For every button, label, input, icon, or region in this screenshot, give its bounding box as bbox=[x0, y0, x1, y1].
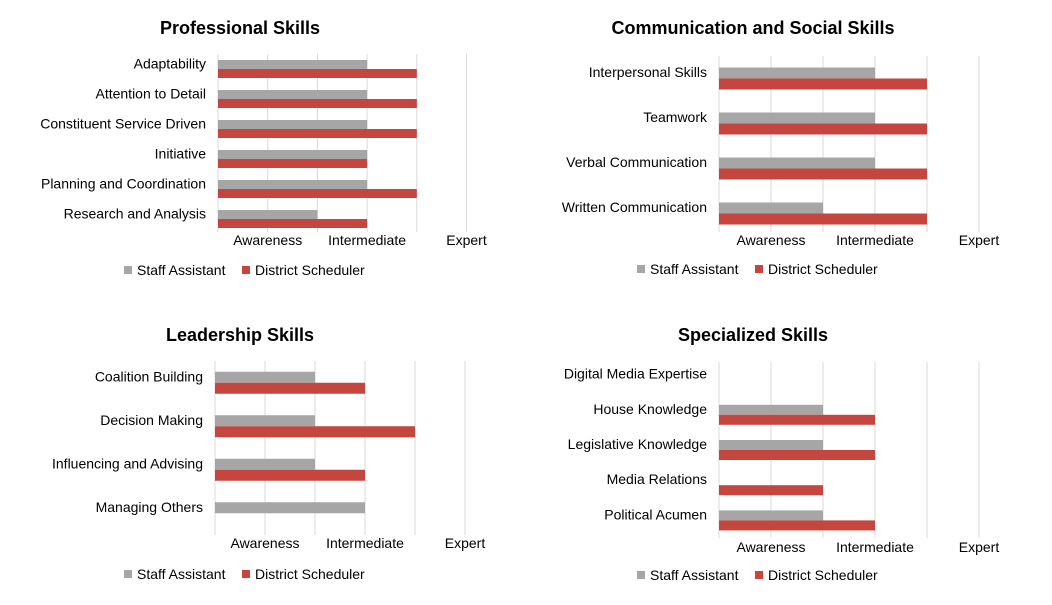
category-label: Decision Making bbox=[100, 412, 203, 428]
tick-label: Awareness bbox=[736, 232, 805, 248]
tick-label: Expert bbox=[446, 232, 487, 248]
bar-district-scheduler bbox=[719, 168, 927, 180]
tick-label: Intermediate bbox=[326, 535, 404, 551]
bar-staff-assistant bbox=[719, 67, 875, 79]
category-label: House Knowledge bbox=[593, 401, 707, 417]
tick-label: Intermediate bbox=[836, 539, 914, 555]
bar-staff-assistant bbox=[218, 150, 368, 159]
legend-item-staff-assistant: Staff Assistant bbox=[124, 262, 226, 278]
category-label: Coalition Building bbox=[95, 368, 203, 384]
bar-district-scheduler bbox=[719, 520, 875, 531]
bar-staff-assistant bbox=[218, 120, 368, 129]
bar-district-scheduler bbox=[719, 485, 823, 496]
legend-label: District Scheduler bbox=[255, 262, 365, 278]
legend-label: District Scheduler bbox=[768, 261, 878, 277]
bar-staff-assistant bbox=[218, 180, 368, 189]
category-label: Political Acumen bbox=[604, 506, 707, 522]
category-label: Digital Media Expertise bbox=[564, 366, 707, 382]
category-label: Constituent Service Driven bbox=[40, 116, 206, 132]
legend-swatch bbox=[124, 570, 132, 578]
category-label: Teamwork bbox=[643, 109, 708, 125]
legend-label: Staff Assistant bbox=[137, 262, 226, 278]
chart-professional-skills: Professional Skills Adaptability Attention… bbox=[40, 18, 487, 278]
bar-district-scheduler bbox=[218, 129, 417, 138]
category-label: Managing Others bbox=[96, 499, 203, 515]
category-label: Research and Analysis bbox=[64, 206, 206, 222]
category-label: Interpersonal Skills bbox=[589, 64, 707, 80]
bar-district-scheduler bbox=[719, 213, 927, 225]
bar-staff-assistant bbox=[719, 202, 823, 214]
bar-staff-assistant bbox=[719, 157, 875, 169]
legend-label: District Scheduler bbox=[768, 567, 878, 583]
bar-staff-assistant bbox=[218, 60, 368, 69]
bar-district-scheduler bbox=[218, 159, 368, 168]
legend-label: District Scheduler bbox=[255, 566, 365, 582]
bar-district-scheduler bbox=[215, 469, 365, 481]
tick-label: Awareness bbox=[233, 232, 302, 248]
legend-item-district-scheduler: District Scheduler bbox=[242, 566, 365, 582]
category-label: Influencing and Advising bbox=[52, 455, 203, 471]
category-label: Planning and Coordination bbox=[41, 176, 206, 192]
bar-district-scheduler bbox=[719, 123, 927, 135]
legend-item-district-scheduler: District Scheduler bbox=[242, 262, 365, 278]
legend-swatch bbox=[242, 570, 250, 578]
tick-label: Awareness bbox=[230, 535, 299, 551]
category-label: Legislative Knowledge bbox=[568, 436, 708, 452]
bar-district-scheduler bbox=[218, 99, 417, 108]
bar-staff-assistant bbox=[218, 90, 368, 99]
chart-title: Professional Skills bbox=[160, 18, 320, 38]
bar-district-scheduler bbox=[719, 450, 875, 460]
legend-item-staff-assistant: Staff Assistant bbox=[124, 566, 226, 582]
bar-district-scheduler bbox=[218, 189, 417, 198]
tick-label: Expert bbox=[959, 539, 1000, 555]
bar-staff-assistant bbox=[719, 440, 823, 450]
bar-staff-assistant bbox=[215, 371, 315, 383]
category-label: Written Communication bbox=[562, 199, 707, 215]
category-label: Media Relations bbox=[607, 471, 707, 487]
bar-staff-assistant bbox=[719, 112, 875, 124]
legend-label: Staff Assistant bbox=[650, 567, 739, 583]
tick-label: Awareness bbox=[736, 539, 805, 555]
bar-district-scheduler bbox=[719, 78, 927, 90]
tick-label: Intermediate bbox=[328, 232, 406, 248]
legend-swatch bbox=[637, 265, 645, 273]
chart-communication-and-social-skills: Communication and Social Skills Interpers… bbox=[562, 18, 1000, 277]
legend-swatch bbox=[124, 266, 132, 274]
bar-district-scheduler bbox=[218, 219, 368, 228]
legend-swatch bbox=[755, 571, 763, 579]
chart-leadership-skills: Leadership Skills Coalition Building Decis… bbox=[52, 325, 485, 582]
bar-staff-assistant bbox=[719, 404, 823, 415]
category-label: Verbal Communication bbox=[566, 154, 707, 170]
legend-swatch bbox=[637, 571, 645, 579]
bar-staff-assistant bbox=[215, 415, 315, 427]
tick-label: Expert bbox=[959, 232, 1000, 248]
legend-item-staff-assistant: Staff Assistant bbox=[637, 261, 739, 277]
legend-label: Staff Assistant bbox=[137, 566, 226, 582]
category-label: Initiative bbox=[155, 146, 207, 162]
legend-item-staff-assistant: Staff Assistant bbox=[637, 567, 739, 583]
bar-staff-assistant bbox=[218, 210, 318, 219]
legend-label: Staff Assistant bbox=[650, 261, 739, 277]
chart-title: Specialized Skills bbox=[678, 325, 828, 345]
legend-swatch bbox=[755, 265, 763, 273]
category-label: Adaptability bbox=[134, 56, 206, 72]
bar-staff-assistant bbox=[215, 502, 365, 514]
bar-staff-assistant bbox=[719, 510, 823, 521]
tick-label: Intermediate bbox=[836, 232, 914, 248]
tick-label: Expert bbox=[445, 535, 486, 551]
chart-title: Communication and Social Skills bbox=[611, 18, 894, 38]
chart-specialized-skills: Specialized Skills Digital Media Expertis… bbox=[564, 325, 1000, 583]
legend-item-district-scheduler: District Scheduler bbox=[755, 261, 878, 277]
legend-item-district-scheduler: District Scheduler bbox=[755, 567, 878, 583]
bar-district-scheduler bbox=[218, 69, 417, 78]
bar-staff-assistant bbox=[215, 458, 315, 470]
category-label: Attention to Detail bbox=[95, 86, 206, 102]
chart-title: Leadership Skills bbox=[166, 325, 314, 345]
bar-district-scheduler bbox=[215, 382, 365, 394]
bar-district-scheduler bbox=[215, 426, 415, 438]
legend-swatch bbox=[242, 266, 250, 274]
bar-district-scheduler bbox=[719, 414, 875, 425]
